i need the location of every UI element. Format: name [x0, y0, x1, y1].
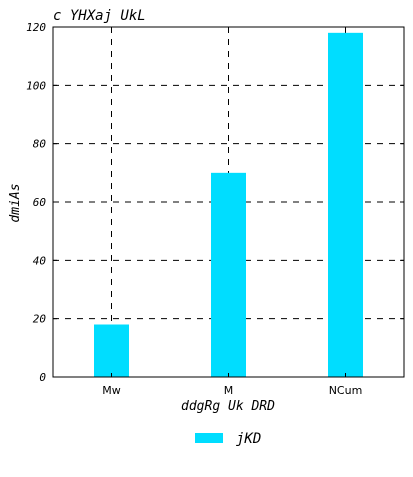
bars [94, 32, 363, 377]
bar-NCum [328, 32, 363, 377]
y-tick-label: 60 [33, 196, 47, 209]
x-tick-label: M [224, 384, 234, 397]
bar-Mw [94, 324, 129, 377]
chart-title: c YHXaj UkL [53, 8, 146, 24]
legend: jKD [195, 431, 261, 447]
y-tick-label: 120 [26, 21, 46, 34]
y-tick-label: 0 [39, 371, 46, 384]
y-tick-label: 80 [33, 138, 47, 151]
bar-M [211, 172, 246, 377]
y-tick-label: 20 [33, 313, 47, 326]
x-tick-label: NCum [329, 384, 363, 397]
x-axis-label: ddgRg Uk DRD [181, 399, 275, 414]
y-axis-ticks: 0 20 40 60 80 100 120 [26, 21, 404, 384]
legend-label: jKD [236, 431, 261, 447]
y-tick-label: 40 [33, 254, 47, 267]
y-axis-label: dmiAs [8, 183, 23, 222]
y-tick-label: 100 [26, 79, 46, 92]
x-axis-ticks: Mw M NCum [102, 27, 362, 397]
legend-swatch [195, 433, 223, 443]
x-tick-label: Mw [102, 384, 121, 397]
